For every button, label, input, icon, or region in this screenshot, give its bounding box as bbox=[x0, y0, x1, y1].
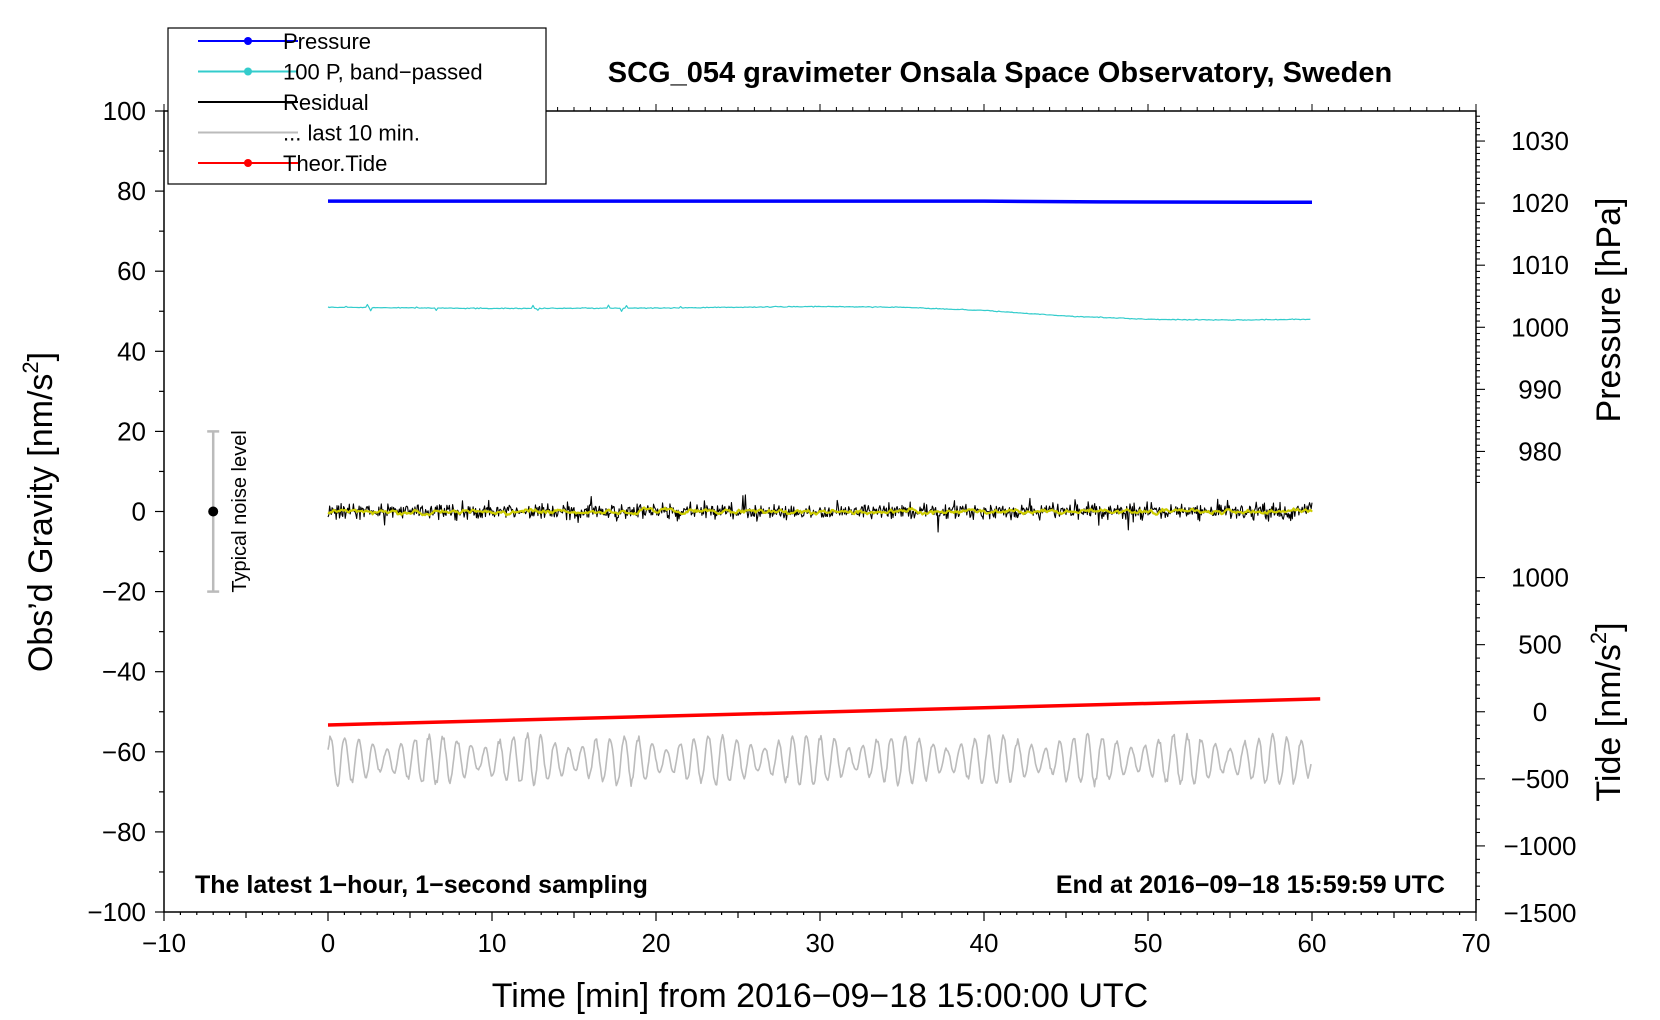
y-axis-title-left-sup: 2 bbox=[18, 361, 43, 373]
pressure-tick-label: 1010 bbox=[1511, 250, 1569, 280]
x-tick-label: −10 bbox=[142, 928, 186, 958]
series-bandpassed-pressure bbox=[327, 303, 1311, 321]
y-tick-label: −20 bbox=[102, 577, 146, 607]
y-tick-label: −40 bbox=[102, 657, 146, 687]
pressure-tick-label: 1020 bbox=[1511, 188, 1569, 218]
tide-tick-label: −500 bbox=[1511, 764, 1570, 794]
y-tick-label: −60 bbox=[102, 737, 146, 767]
legend-marker bbox=[244, 37, 252, 45]
x-tick-label: 50 bbox=[1134, 928, 1163, 958]
plot-area: −10 0 10 20 30 40 50 60 70−100−80−60−40−20020406… bbox=[87, 96, 1576, 958]
pressure-tick-label: 980 bbox=[1518, 436, 1561, 466]
y-axis-title-pressure: Pressure [hPa] bbox=[1590, 198, 1628, 423]
pressure-tick-label: 1030 bbox=[1511, 126, 1569, 156]
series-theoretical-tide bbox=[327, 697, 1321, 727]
y-tick-label: 20 bbox=[117, 416, 146, 446]
legend-label: Theor.Tide bbox=[283, 151, 387, 176]
legend-marker bbox=[244, 159, 252, 167]
y-tick-label: 60 bbox=[117, 256, 146, 286]
series-pressure bbox=[328, 199, 1313, 205]
y-axis-title-left: Obs’d Gravity [nm/s2] bbox=[18, 352, 60, 672]
chart-title: SCG_054 gravimeter Onsala Space Observat… bbox=[608, 57, 1392, 89]
y-tick-label: 0 bbox=[132, 497, 146, 527]
y-tick-label: −80 bbox=[102, 817, 146, 847]
legend-label: 100 P, band−passed bbox=[283, 60, 483, 85]
y-axis-title-tide: Tide [nm/s2] bbox=[1586, 622, 1628, 801]
pressure-tick-label: 990 bbox=[1518, 374, 1561, 404]
legend: Pressure 100 P, band−passed Residual ... la… bbox=[167, 27, 547, 185]
legend-marker bbox=[244, 67, 252, 76]
legend-label: Residual bbox=[283, 90, 369, 115]
x-tick-label: 60 bbox=[1298, 928, 1327, 958]
series-residual-smoothed bbox=[327, 506, 1313, 517]
y-axis-title-left-text: Obs’d Gravity [nm/s bbox=[22, 374, 60, 673]
y-tick-label: 40 bbox=[117, 336, 146, 366]
note-right: End at 2016−09−18 15:59:59 UTC bbox=[1056, 871, 1445, 899]
pressure-tick-label: 1000 bbox=[1511, 312, 1569, 342]
y-tick-label: 100 bbox=[103, 96, 146, 126]
y-axis-title-tide-sup: 2 bbox=[1586, 632, 1611, 644]
legend-box bbox=[167, 27, 547, 185]
tide-tick-label: 1000 bbox=[1511, 563, 1569, 593]
x-tick-label: 40 bbox=[970, 928, 999, 958]
y-axis-title-left-close: ] bbox=[22, 352, 60, 361]
tide-tick-label: −1500 bbox=[1503, 898, 1576, 928]
noise-label: Typical noise level bbox=[229, 430, 251, 592]
x-axis-title: Time [min] from 2016−09−18 15:00:00 UTC bbox=[492, 977, 1148, 1015]
series-residual bbox=[327, 494, 1313, 533]
x-tick-label: 30 bbox=[806, 928, 835, 958]
note-left: The latest 1−hour, 1−second sampling bbox=[195, 871, 648, 899]
legend-label: Pressure bbox=[283, 29, 371, 54]
x-tick-label: 70 bbox=[1462, 928, 1491, 958]
x-tick-label: 20 bbox=[642, 928, 671, 958]
legend-label: ... last 10 min. bbox=[283, 121, 420, 146]
series-last-10-min bbox=[327, 732, 1312, 788]
tide-tick-label: 0 bbox=[1533, 697, 1547, 727]
y-tick-label: −100 bbox=[87, 897, 146, 927]
tide-tick-label: 500 bbox=[1518, 630, 1561, 660]
noise-bar-point bbox=[208, 506, 219, 517]
x-tick-label: 0 bbox=[321, 928, 335, 958]
tide-tick-label: −1000 bbox=[1503, 831, 1576, 861]
y-axis-title-tide-text: Tide [nm/s bbox=[1590, 644, 1628, 801]
x-tick-label: 10 bbox=[478, 928, 507, 958]
y-axis-title-tide-close: ] bbox=[1590, 622, 1628, 631]
y-tick-label: 80 bbox=[117, 176, 146, 206]
